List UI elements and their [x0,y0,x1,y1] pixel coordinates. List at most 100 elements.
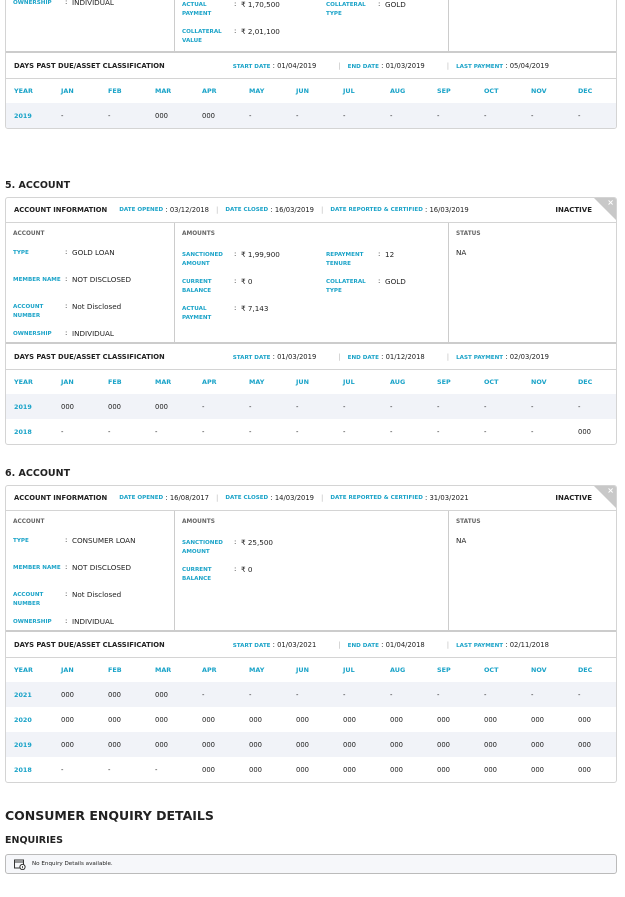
field-label: SANCTIONED AMOUNT [182,252,223,267]
account-info-title: ACCOUNT INFORMATION [14,206,108,214]
dpd-cell: - [390,690,393,699]
close-icon[interactable]: × [607,486,614,495]
dpd-cell: 000 [531,765,544,774]
dpd-dates: START DATE : 01/03/2021 | END DATE : 01/04… [233,641,571,649]
field-value: INDIVIDUAL [72,617,114,626]
start-date: 01/04/2019 [277,61,317,70]
date-opened-value: : 03/12/2018 [163,206,209,214]
colon: : [65,617,68,625]
dpd-cell: - [390,402,393,411]
dpd-row: 2020 000 000 000 000 000 000 000 000 000 000 000 000 [6,707,616,732]
colon: : [234,27,237,35]
field-value: ₹ 0 [241,565,253,574]
dpd-cell: 000 [578,740,591,749]
month-header: MAR [155,87,172,95]
field-value: Not Disclosed [72,590,122,599]
start-date-label: START DATE [232,642,271,649]
dpd-cell: - [484,690,487,699]
dpd-cell: 000 [343,715,356,724]
dpd-cell: 000 [155,740,168,749]
end-date: 01/04/2018 [385,640,425,649]
field-value: NOT DISCLOSED [72,563,131,572]
dpd-cell: - [531,111,534,120]
end-date-value: : 01/03/2019 [378,61,425,70]
colon: : [234,538,237,546]
end-date-label: END DATE [347,63,379,70]
month-header: NOV [531,666,547,674]
end-date: 01/03/2019 [385,61,425,70]
month-header: DEC [578,378,593,386]
dpd-cell: 000 [437,715,450,724]
date-reported-label: DATE REPORTED & CERTIFIED [330,207,423,213]
field-value: ₹ 1,70,500 [241,0,280,9]
dpd-cell: 000 [578,427,591,436]
month-header: MAY [249,378,265,386]
status-column [449,0,616,51]
close-corner[interactable] [594,486,616,508]
colon: : [65,302,68,310]
dpd-cell: 000 [437,765,450,774]
dpd-cell: 000 [61,402,74,411]
divider: | [216,494,219,502]
dpd-dates: START DATE : 01/04/2019 | END DATE : 01/03… [233,62,571,70]
no-enquiry-message: No Enquiry Details available. [32,861,113,867]
dpd-row: 2021 000 000 000 - - - - - - - - - [6,682,616,707]
field-row: ACCOUNT NUMBER: Not Disclosed [13,302,167,329]
field-label: COLLATERAL TYPE [326,279,366,294]
dpd-cell: 000 [108,690,121,699]
dpd-header: DAYS PAST DUE/ASSET CLASSIFICATION START … [6,344,616,369]
field-row: COLLATERAL VALUE: ₹ 2,01,100 [182,27,316,54]
last-payment-label: LAST PAYMENT [456,642,504,649]
month-header: JUL [343,87,355,95]
dpd-cell: - [108,111,111,120]
dpd-cell: 000 [343,740,356,749]
dpd-title: DAYS PAST DUE/ASSET CLASSIFICATION [14,352,165,361]
status-value: NA [456,536,467,545]
divider: | [446,61,450,70]
date-reported: 31/03/2021 [429,494,469,502]
colon: : [65,275,68,283]
divider: | [446,352,450,361]
amounts-column: AMOUNTSACTUAL PAYMENT:₹ 1,70,500COLLATER… [175,0,449,51]
account-heading: ACCOUNT [13,519,45,525]
close-icon[interactable]: × [607,198,614,207]
dpd-cell: - [108,765,111,774]
dpd-cell: - [390,111,393,120]
colon: : [234,277,237,285]
account-info-header: ACCOUNT INFORMATION DATE OPENED : 16/08/2… [6,486,616,511]
month-header: AUG [390,378,406,386]
field-label: ACCOUNT NUMBER [13,592,44,607]
field-label: TYPE [13,250,29,256]
dpd-cell: - [296,402,299,411]
account-heading: ACCOUNT [13,231,45,237]
dpd-cell: - [437,690,440,699]
field-value: NOT DISCLOSED [72,275,131,284]
no-enquiry-box: No Enquiry Details available. [5,854,617,874]
field-value: GOLD LOAN [72,248,115,257]
month-header: SEP [437,378,451,386]
dpd-cell: 000 [390,715,403,724]
field-label: OWNERSHIP [13,331,52,337]
field-row: MEMBER NAME: NOT DISCLOSED [13,563,167,590]
dpd-cell: - [249,111,252,120]
field-row: ACTUAL PAYMENT: ₹ 1,70,500 [182,0,316,27]
date-reported-value: : 31/03/2021 [422,494,469,502]
account-card: ACCOUNT INFORMATION DATE OPENED : 16/08/2… [5,485,617,783]
colon: : [65,590,68,598]
dpd-cell: 000 [437,740,450,749]
field-label: ACTUAL PAYMENT [182,2,212,17]
close-corner[interactable] [594,198,616,220]
month-header: SEP [437,87,451,95]
dpd-cell: - [296,690,299,699]
dpd-cell: 000 [202,111,215,120]
start-date-label: START DATE [232,354,271,361]
date-opened-label: DATE OPENED [119,495,164,501]
dpd-cell: 000 [578,765,591,774]
dpd-cell: 000 [249,740,262,749]
dpd-cell: 000 [296,765,309,774]
field-label: ACCOUNT NUMBER [13,304,44,319]
start-date-value: : 01/04/2019 [270,61,317,70]
year-cell: 2021 [14,690,32,699]
end-date-value: : 01/04/2018 [378,640,425,649]
month-header: APR [202,666,217,674]
